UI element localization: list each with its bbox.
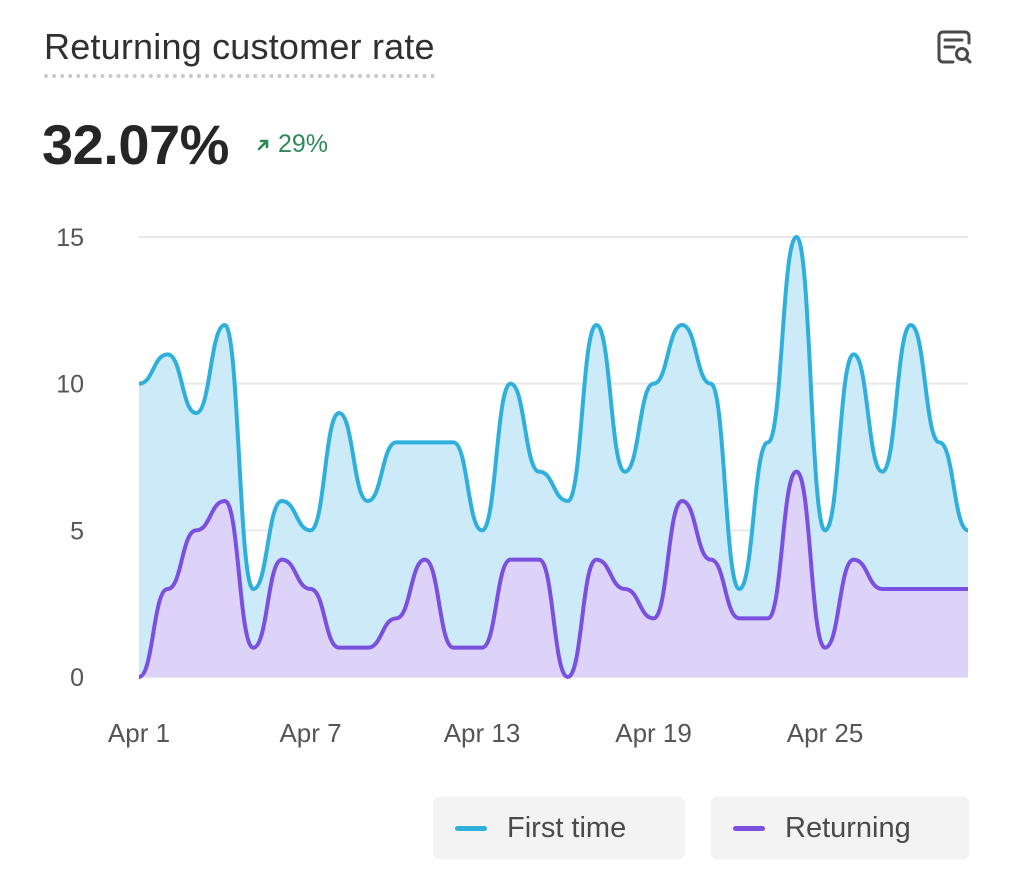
chart-area: 0 5 10 15 Apr 1 Apr 7 Apr 13 Apr 19 Apr 25 [0,200,1024,770]
card-title[interactable]: Returning customer rate [44,26,435,78]
first-time-point [222,322,228,328]
arrow-up-right-icon [257,139,269,150]
first-time-point [336,410,342,416]
returning-point [536,557,542,563]
returning-point [879,586,885,592]
first-time-point [851,351,857,357]
explore-report-button[interactable] [928,24,980,70]
first-time-point [136,381,142,387]
returning-point [279,557,285,563]
first-time-point [879,469,885,475]
first-time-point [308,527,314,533]
legend-label-returning: Returning [785,811,911,844]
returning-point [936,586,942,592]
first-time-point [936,439,942,445]
returning-point [308,586,314,592]
first-time-point [536,469,542,475]
returning-point [136,674,142,680]
legend-item-returning[interactable]: Returning [711,797,969,859]
returning-point [708,557,714,563]
delta-value: 29% [278,130,329,158]
returning-point [422,557,428,563]
returning-point [450,645,456,651]
first-time-point [593,322,599,328]
report-search-icon [937,30,972,64]
first-time-point [250,586,256,592]
x-tick-label: Apr 1 [108,718,170,748]
first-time-point [193,410,199,416]
first-time-point [822,527,828,533]
first-time-line [138,235,969,591]
returning-point [479,645,485,651]
returning-point [965,586,971,592]
first-time-point [708,381,714,387]
first-time-point [393,439,399,445]
x-tick-label: Apr 7 [279,718,341,748]
first-time-point [565,498,571,504]
returning-point [822,645,828,651]
first-time-point [450,439,456,445]
chart-legend: First time Returning [433,797,969,859]
first-time-point [965,527,971,533]
returning-point [593,557,599,563]
first-time-point [622,469,628,475]
returning-line [138,469,968,679]
legend-item-first-time[interactable]: First time [433,797,685,859]
returning-point [851,557,857,563]
returning-point [793,469,799,475]
returning-point [565,674,571,680]
returning-point [908,586,914,592]
returning-point [765,615,771,621]
first-time-point [765,439,771,445]
y-tick-label: 0 [70,664,84,692]
x-tick-label: Apr 19 [615,718,692,748]
first-time-swatch [455,825,487,831]
delta-badge: 29% [254,130,328,159]
x-tick-label: Apr 25 [787,718,864,748]
legend-label-first-time: First time [507,811,627,844]
returning-point [736,615,742,621]
returning-point [508,557,514,563]
returning-point [165,586,171,592]
first-time-point [679,322,685,328]
y-tick-label: 15 [56,224,84,252]
y-tick-label: 5 [70,517,84,545]
returning-point [193,527,199,533]
returning-point [679,498,685,504]
first-time-area [139,237,968,677]
first-time-point [165,351,171,357]
returning-point [336,645,342,651]
x-tick-label: Apr 13 [444,718,521,748]
returning-point [365,645,371,651]
returning-point [222,498,228,504]
first-time-point [279,498,285,504]
first-time-point [908,322,914,328]
first-time-point [365,498,371,504]
returning-area [139,471,968,677]
first-time-point [479,527,485,533]
returning-point [622,586,628,592]
returning-point [651,615,657,621]
returning-point [393,615,399,621]
area-chart: 0 5 10 15 Apr 1 Apr 7 Apr 13 Apr 19 Apr 25 [56,224,971,748]
first-time-point [736,586,742,592]
y-tick-label: 10 [56,371,84,399]
first-time-point [793,234,799,240]
first-time-point [651,381,657,387]
returning-swatch [733,825,765,831]
first-time-point [508,381,514,387]
returning-point [250,645,256,651]
first-time-point [422,439,428,445]
metric-value: 32.07% [42,113,229,176]
